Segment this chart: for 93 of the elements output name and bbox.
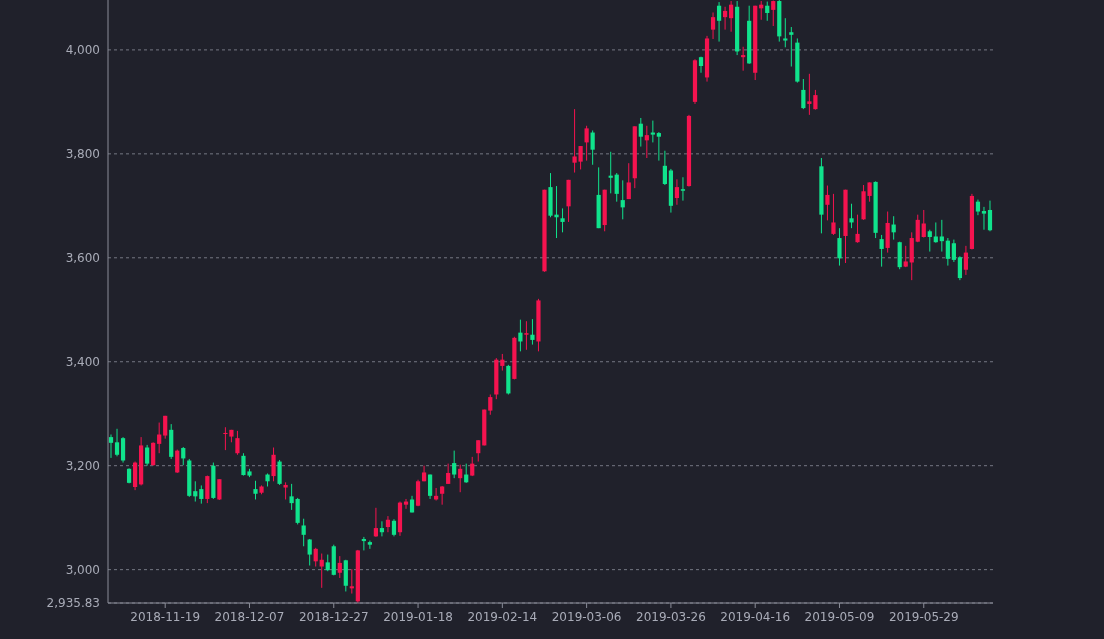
candlestick [620, 179, 625, 220]
x-tick-label: 2019-02-14 [467, 610, 538, 624]
candlestick [981, 206, 987, 231]
candlestick [476, 439, 481, 463]
x-tick-label: 2018-11-19 [130, 610, 201, 624]
candlestick [307, 538, 312, 566]
y-tick-label: 4,000 [65, 43, 100, 58]
y-tick-label: 3,000 [65, 562, 100, 577]
candlestick [927, 229, 932, 253]
candlestick [590, 129, 595, 166]
candlestick [945, 237, 950, 267]
candlestick [765, 1, 770, 22]
candlestick [277, 459, 282, 486]
candlestick [271, 447, 276, 482]
candlestick [662, 150, 667, 186]
candlestick [951, 239, 956, 263]
x-tick-label: 2019-05-09 [804, 610, 875, 624]
candlestick [771, 0, 776, 27]
candlestick [313, 547, 318, 568]
candlestick [301, 518, 306, 547]
candlestick [427, 474, 433, 500]
candlestick [813, 89, 818, 111]
candlestick [181, 446, 186, 466]
candlestick [957, 255, 962, 281]
candlestick [837, 227, 842, 267]
candlestick [849, 203, 854, 229]
candlestick [987, 200, 993, 232]
candlestick [295, 497, 300, 525]
candlestick [963, 245, 969, 276]
x-tick-label: 2018-12-07 [214, 610, 285, 624]
candlestick [855, 214, 860, 244]
candlestick [452, 450, 457, 479]
candlestick [614, 172, 619, 203]
candlestick [289, 483, 294, 511]
candlestick [915, 214, 920, 243]
candlestick [939, 219, 944, 253]
y-tick-label: 2,935.83 [46, 596, 100, 611]
candlestick [337, 555, 342, 579]
candlestick [120, 436, 126, 464]
candlestick [801, 78, 806, 110]
candlestick [921, 209, 926, 239]
candlestick [151, 441, 156, 467]
x-tick-label: 2019-05-29 [888, 610, 959, 624]
candlestick [108, 434, 114, 459]
candlestick [722, 6, 728, 31]
x-tick-label: 2019-03-26 [636, 610, 706, 624]
candlestick [729, 0, 734, 33]
candlestick [193, 480, 198, 503]
candlestick [656, 131, 661, 162]
candlestick [175, 449, 180, 474]
candlestick [680, 176, 686, 202]
candlestick [385, 515, 391, 533]
candlestick [584, 125, 589, 162]
candlestick [789, 26, 794, 68]
candlestick [518, 319, 523, 352]
candlestick [205, 475, 210, 504]
candlestick [217, 478, 222, 501]
candlestick [807, 73, 812, 116]
candlestick [367, 540, 372, 550]
candlestick [831, 193, 836, 236]
x-tick-label: 2018-12-27 [298, 610, 369, 624]
candlestick [710, 11, 716, 40]
candlestick [114, 428, 120, 457]
candlestick [488, 393, 493, 416]
candlestick [157, 422, 162, 454]
y-tick-label: 3,400 [65, 354, 100, 369]
candlestick [783, 17, 788, 48]
candlestick [253, 480, 258, 500]
candlestick [560, 207, 565, 233]
candlestick [403, 498, 409, 510]
candlestick [530, 318, 535, 346]
candlestick [524, 320, 529, 351]
candlestick [674, 178, 680, 206]
candlestick [235, 430, 240, 456]
x-tick-label: 2019-03-06 [551, 610, 622, 624]
candlestick [145, 444, 150, 467]
candlestick [933, 221, 938, 244]
candlestick [373, 507, 379, 538]
x-tick-label: 2019-01-18 [383, 610, 453, 624]
y-tick-label: 3,200 [65, 458, 100, 473]
candlestick [458, 464, 463, 493]
candlestick [446, 463, 451, 485]
y-tick-label: 3,800 [65, 147, 100, 162]
candlestick [644, 125, 649, 159]
candlestick [825, 185, 830, 221]
x-tick-label: 2019-04-16 [720, 610, 791, 624]
candlestick [199, 484, 204, 505]
candlestick [626, 162, 631, 200]
candlestick [716, 1, 722, 43]
candlestick [319, 553, 324, 589]
y-tick-label: 3,600 [65, 251, 100, 265]
candlestick [638, 117, 643, 148]
candlestick [879, 234, 884, 268]
